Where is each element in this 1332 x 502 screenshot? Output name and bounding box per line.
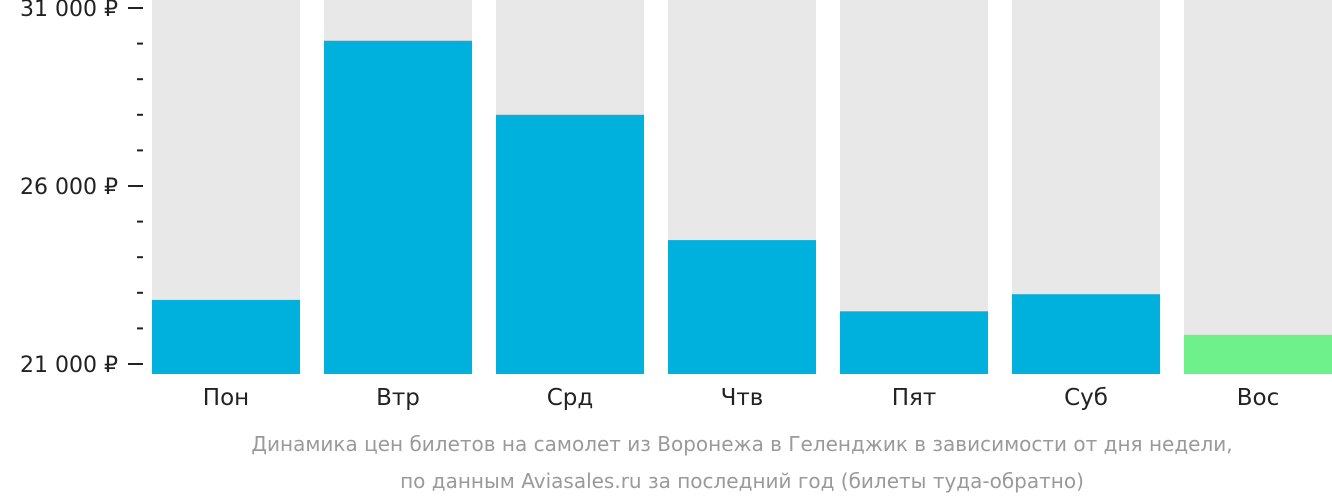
- y-tick-label: 31 000 ₽: [20, 0, 118, 22]
- bar-7[interactable]: [1184, 334, 1332, 374]
- x-tick-label: Пон: [203, 385, 249, 411]
- y-tick-label: 21 000 ₽: [20, 353, 118, 378]
- bar-track: [1184, 0, 1332, 374]
- bar-4[interactable]: [668, 240, 816, 374]
- bar-2[interactable]: [324, 40, 472, 374]
- x-tick-label: Срд: [547, 385, 594, 411]
- y-axis: 21 000 ₽ 26 000 ₽ 31 000 ₽: [20, 0, 143, 378]
- x-tick-label: Чтв: [721, 385, 764, 411]
- y-tick-label: 26 000 ₽: [20, 175, 118, 200]
- bar-6[interactable]: [1012, 294, 1160, 374]
- bar-5[interactable]: [840, 311, 988, 374]
- chart-caption-line-1: Динамика цен билетов на самолет из Ворон…: [251, 432, 1232, 456]
- bars-group: [152, 0, 1332, 375]
- chart-caption-line-2: по данным Aviasales.ru за последний год …: [400, 469, 1084, 493]
- x-tick-label: Пят: [892, 385, 937, 411]
- bar-3[interactable]: [496, 114, 644, 375]
- x-tick-label: Втр: [376, 385, 420, 411]
- bar-1[interactable]: [152, 299, 300, 374]
- x-tick-label: Вос: [1237, 385, 1280, 411]
- x-axis-labels: Пон Втр Срд Чтв Пят Суб Вос: [203, 385, 1279, 411]
- x-tick-label: Суб: [1064, 385, 1108, 411]
